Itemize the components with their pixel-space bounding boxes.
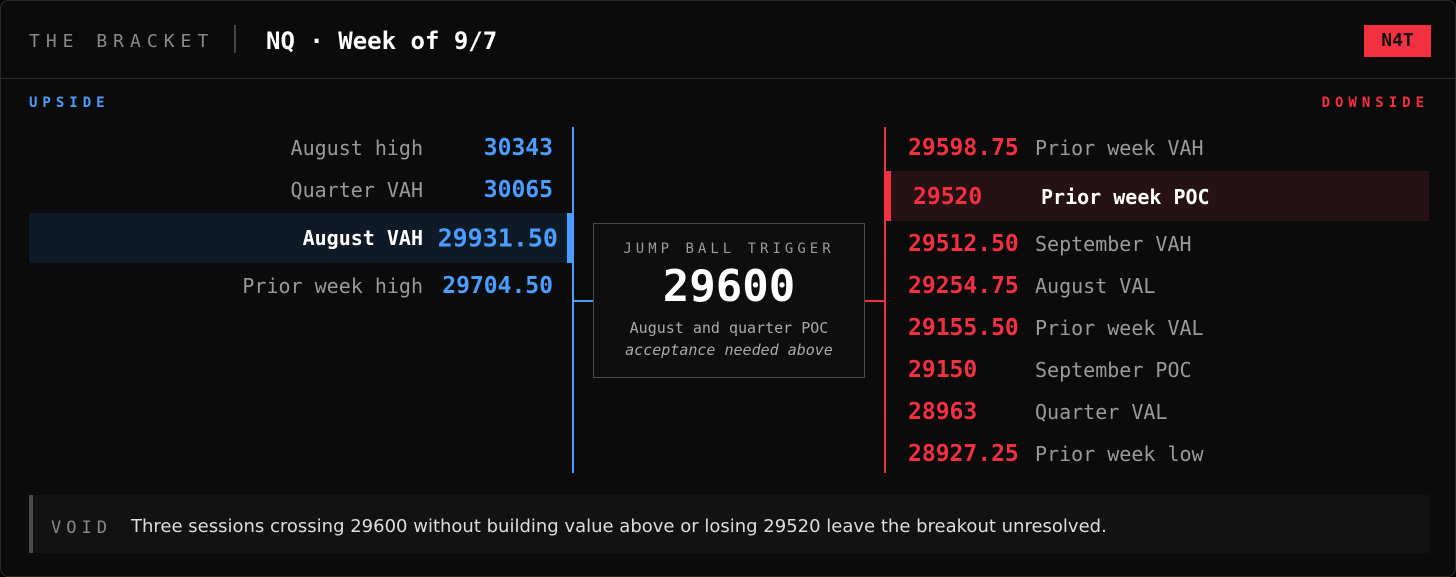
footer-text: Three sessions crossing 29600 without bu…	[131, 516, 1107, 537]
level-value: 29931.50	[437, 223, 558, 253]
level-value: 30343	[483, 135, 553, 161]
level-value: 29150	[908, 357, 978, 383]
level-value: 29254.75	[908, 273, 1019, 299]
highlight-row	[885, 171, 1429, 221]
highlight-row	[29, 213, 567, 263]
downside-label: DOWNSIDE	[1321, 95, 1429, 111]
footer-tag: VOID	[51, 518, 112, 538]
highlight-bar	[885, 171, 891, 221]
upside-label: UPSIDE	[29, 95, 110, 111]
level-value: 29155.50	[908, 315, 1019, 341]
level-value: 29598.75	[908, 135, 1019, 161]
level-label: Quarter VAH	[290, 178, 423, 202]
level-label: August high	[290, 136, 423, 160]
level-label: September POC	[1035, 358, 1192, 382]
level-label: August VAH	[302, 226, 423, 250]
level-label: Prior week high	[242, 274, 423, 298]
level-label: Quarter VAL	[1035, 400, 1168, 424]
highlight-bar	[567, 213, 573, 263]
footer-box	[29, 495, 1429, 553]
footer-bar	[29, 495, 33, 553]
trigger-box	[593, 223, 865, 378]
badge: N4T	[1364, 25, 1431, 57]
level-label: August VAL	[1035, 274, 1156, 298]
level-label: September VAH	[1035, 232, 1192, 256]
trigger-note-italic: acceptance needed above	[625, 341, 833, 359]
level-value: 30065	[483, 177, 553, 203]
upside-tick	[573, 300, 593, 302]
level-label: Prior week VAL	[1035, 316, 1204, 340]
trigger-label: JUMP BALL TRIGGER	[623, 241, 835, 257]
level-value: 29704.50	[442, 273, 553, 299]
downside-line	[884, 127, 886, 473]
trigger-value: 29600	[662, 261, 796, 312]
brand: THE BRACKET	[29, 31, 215, 52]
level-value: 29512.50	[908, 231, 1019, 257]
trigger-note: August and quarter POC	[629, 319, 829, 337]
divider	[234, 25, 236, 53]
level-value: 28963	[908, 399, 978, 425]
level-value: 28927.25	[908, 441, 1019, 467]
level-label: Prior week low	[1035, 442, 1204, 466]
level-label: Prior week POC	[1041, 185, 1210, 209]
level-value: 29520	[913, 184, 983, 210]
level-label: Prior week VAH	[1035, 136, 1204, 160]
title: NQ · Week of 9/7	[266, 27, 498, 55]
downside-tick	[865, 300, 885, 302]
header-rule	[1, 78, 1455, 79]
